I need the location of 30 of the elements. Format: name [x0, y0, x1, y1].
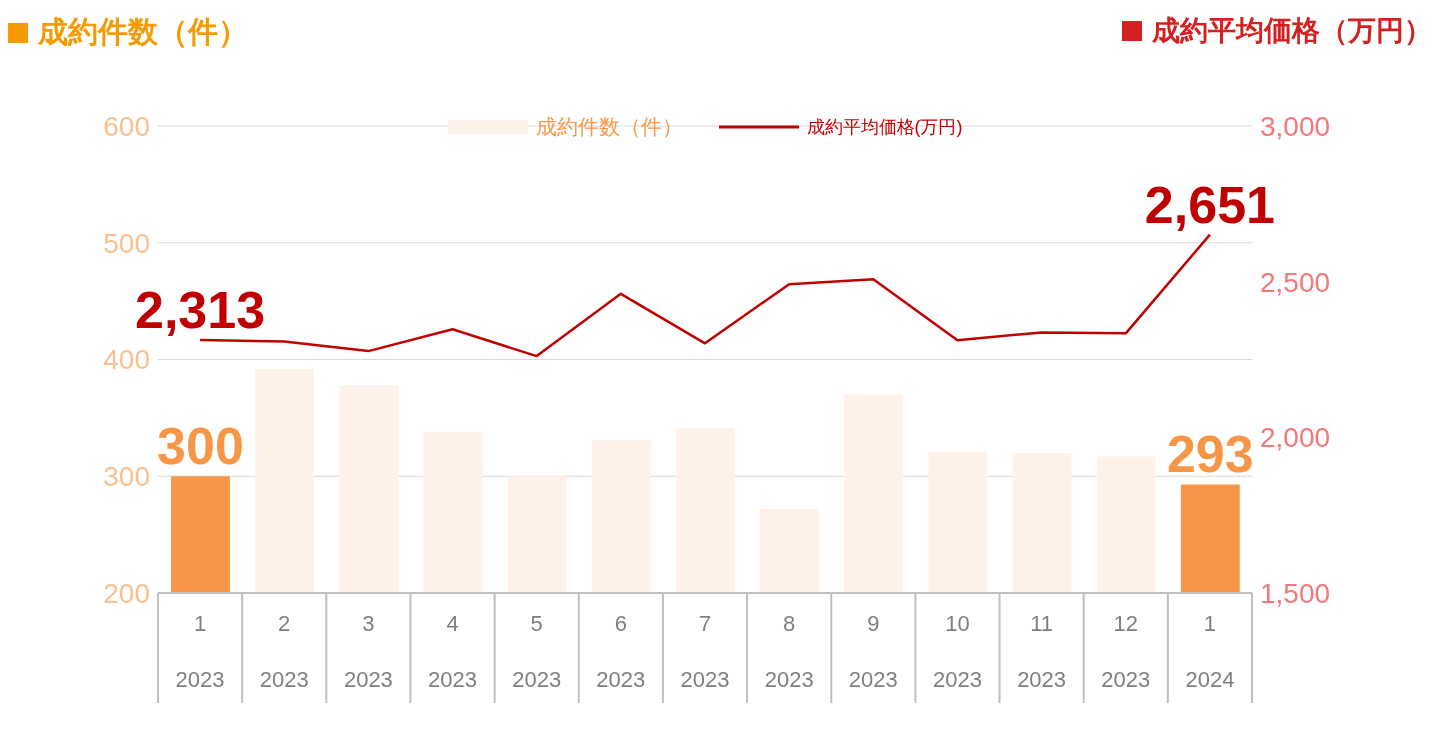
- y2-tick-label: 3,000: [1260, 110, 1331, 142]
- y2-tick-label: 2,500: [1260, 266, 1331, 298]
- category-label: 2 2023: [259, 611, 309, 692]
- y2-tick-label: 2,000: [1260, 422, 1331, 454]
- y-tick-label: 400: [103, 344, 150, 376]
- y-tick-label: 300: [103, 461, 150, 493]
- data-label: 300: [157, 417, 244, 476]
- data-label: 2,313: [135, 280, 266, 339]
- category-label: 10 2023: [932, 611, 982, 692]
- category-label: 8 2023: [764, 611, 814, 692]
- category-label: 9 2023: [848, 611, 898, 692]
- y-tick-label: 600: [103, 110, 150, 142]
- category-label: 7 2023: [680, 611, 730, 692]
- data-label: 2,651: [1144, 175, 1275, 234]
- category-label: 11 2023: [1017, 611, 1067, 692]
- category-label: 4 2023: [428, 611, 478, 692]
- category-label: 1 2024: [1185, 611, 1235, 692]
- y-axis-title: 成約件数（件）: [38, 14, 248, 50]
- data-label: 293: [1166, 425, 1254, 484]
- category-label: 1 2023: [175, 611, 225, 692]
- y2-axis-title: 成約平均価格（万円）: [1152, 14, 1432, 48]
- y-tick-label: 200: [103, 577, 150, 609]
- category-label: 12 2023: [1101, 611, 1151, 692]
- category-label: 3 2023: [343, 611, 393, 692]
- category-label: 6 2023: [596, 611, 646, 692]
- legend-label: 成約平均価格(万円): [806, 116, 963, 139]
- legend-label: 成約件数（件）: [535, 114, 683, 140]
- category-label: 5 2023: [512, 611, 562, 692]
- y-tick-label: 500: [103, 227, 150, 259]
- y2-tick-label: 1,500: [1260, 577, 1331, 609]
